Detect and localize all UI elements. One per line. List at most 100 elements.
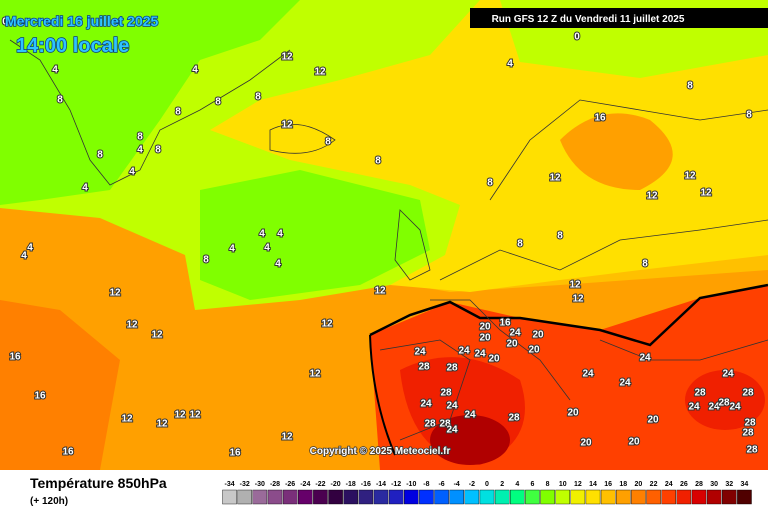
isotherm-label: 4 — [52, 65, 58, 76]
isotherm-label: 24 — [729, 402, 741, 413]
isotherm-label: 12 — [314, 67, 326, 78]
isotherm-label: 16 — [594, 113, 606, 124]
scale-label: 16 — [604, 481, 612, 488]
isotherm-label: 12 — [309, 369, 321, 380]
isotherm-label: 28 — [742, 388, 754, 399]
scale-swatch — [434, 489, 449, 505]
scale-label: 22 — [650, 481, 658, 488]
isotherm-label: 8 — [175, 107, 181, 118]
isotherm-label: 28 — [424, 419, 436, 430]
scale-swatch — [691, 489, 707, 505]
forecast-date: Mercredi 16 juillet 2025 — [5, 13, 159, 29]
scale-swatch — [222, 489, 237, 505]
scale-label: 10 — [559, 481, 567, 488]
scale-label: -10 — [406, 481, 416, 488]
isotherm-label: 12 — [684, 171, 696, 182]
scale-swatch — [358, 489, 374, 505]
scale-swatch — [313, 489, 328, 505]
scale-swatch — [373, 489, 389, 505]
scale-swatch — [343, 489, 358, 505]
isotherm-label: 4 — [275, 259, 281, 270]
isotherm-label: 12 — [109, 288, 121, 299]
run-info: Run GFS 12 Z du Vendredi 11 juillet 2025 — [492, 14, 685, 25]
scale-swatch — [737, 489, 752, 505]
isotherm-label: 16 — [229, 448, 241, 459]
scale-swatch — [298, 489, 313, 505]
isotherm-label: 24 — [458, 346, 470, 357]
scale-swatch — [585, 489, 601, 505]
scale-label: -32 — [240, 481, 250, 488]
scale-label: 14 — [589, 481, 597, 488]
scale-swatch — [646, 489, 661, 505]
isotherm-label: 8 — [155, 145, 161, 156]
isotherm-label: 28 — [440, 388, 452, 399]
scale-swatch — [252, 489, 268, 505]
isotherm-label: 16 — [34, 391, 46, 402]
color-scale: -34 -32 -30 -28 -26 -24 -22 -20 -18 -16 -14 -12 -10-… — [222, 481, 752, 505]
isotherm-label: 20 — [479, 322, 491, 333]
scale-label: -14 — [376, 481, 386, 488]
scale-swatch — [616, 489, 631, 505]
isotherm-label: 4 — [21, 251, 27, 262]
isotherm-label: 24 — [688, 402, 700, 413]
isotherm-label: 28 — [744, 418, 756, 429]
scale-swatch — [555, 489, 570, 505]
isotherm-label: 12 — [189, 410, 201, 421]
scale-label: 2 — [500, 481, 504, 488]
scale-swatch — [449, 489, 464, 505]
run-box — [470, 8, 768, 28]
isotherm-label: 28 — [718, 398, 730, 409]
footer-title: Température 850hPa — [30, 475, 167, 491]
isotherm-label: 8 — [215, 97, 221, 108]
isotherm-label: 24 — [446, 401, 458, 412]
isotherm-label: 4 — [137, 145, 143, 156]
isotherm-label: 12 — [121, 414, 133, 425]
scale-label: 28 — [695, 481, 703, 488]
isotherm-label: 20 — [528, 345, 540, 356]
isotherm-label: 12 — [151, 330, 163, 341]
temperature-field — [0, 0, 768, 470]
scale-label: -6 — [438, 481, 444, 488]
scale-swatch — [267, 489, 283, 505]
scale-label: 24 — [665, 481, 673, 488]
isotherm-label: 8 — [642, 259, 648, 270]
scale-label: -24 — [300, 481, 310, 488]
scale-swatch — [676, 489, 692, 505]
scale-swatch — [722, 489, 737, 505]
isotherm-label: 24 — [639, 353, 651, 364]
isotherm-label: 20 — [567, 408, 579, 419]
scale-label: 26 — [680, 481, 688, 488]
scale-label: -34 — [225, 481, 235, 488]
scale-swatch — [479, 489, 495, 505]
scale-label: -18 — [346, 481, 356, 488]
scale-swatch — [631, 489, 646, 505]
scale-swatch — [237, 489, 252, 505]
scale-label: -22 — [315, 481, 325, 488]
isotherm-label: 8 — [137, 132, 143, 143]
scale-swatch — [510, 489, 525, 505]
isotherm-label: 12 — [321, 319, 333, 330]
isotherm-label: 24 — [464, 410, 476, 421]
isotherm-label: 12 — [156, 419, 168, 430]
isotherm-label: 12 — [549, 173, 561, 184]
isotherm-label: 8 — [325, 137, 331, 148]
isotherm-label: 0 — [2, 17, 8, 28]
isotherm-label: 16 — [9, 352, 21, 363]
isotherm-label: 20 — [506, 339, 518, 350]
isotherm-label: 4 — [507, 59, 513, 70]
scale-swatch — [464, 489, 480, 505]
isotherm-label: 12 — [126, 320, 138, 331]
scale-swatch — [388, 489, 404, 505]
scale-label: -26 — [285, 481, 295, 488]
isotherm-label: 28 — [446, 363, 458, 374]
isotherm-label: 8 — [557, 231, 563, 242]
isotherm-label: 12 — [700, 188, 712, 199]
isotherm-label: 28 — [508, 413, 520, 424]
isotherm-label: 24 — [420, 399, 432, 410]
scale-swatch — [540, 489, 555, 505]
scale-label: 18 — [619, 481, 627, 488]
scale-label: -28 — [270, 481, 280, 488]
